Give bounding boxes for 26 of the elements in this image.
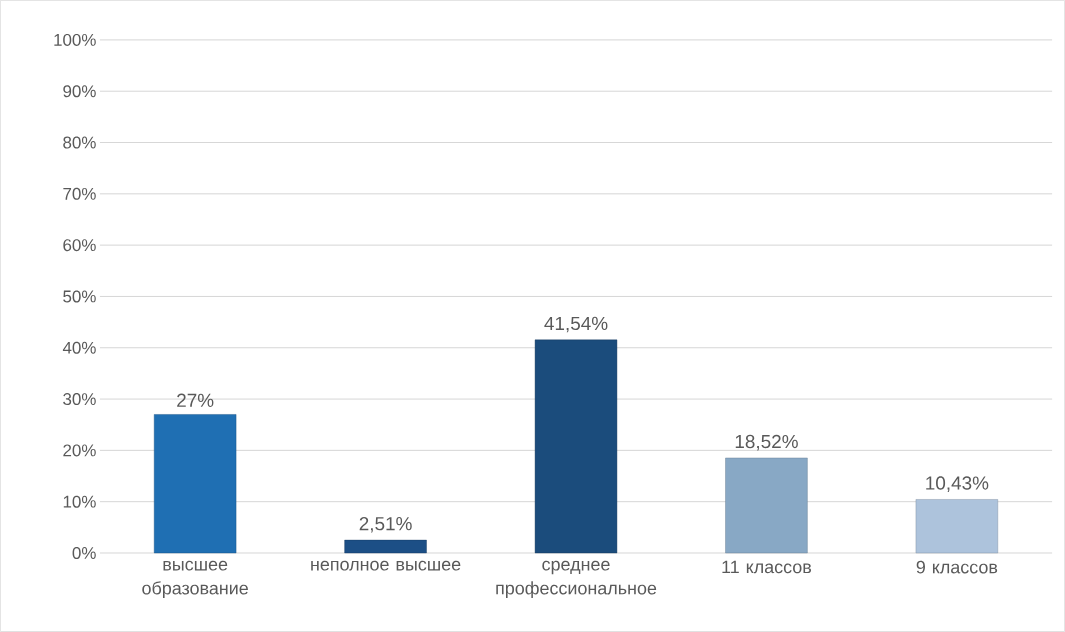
y-tick-label: 0% [72, 547, 96, 560]
bar [915, 499, 999, 554]
y-tick-label: 10% [63, 495, 96, 508]
x-tick-label: среднее профессиональное [496, 560, 657, 599]
data-label: 10,43% [926, 476, 989, 492]
data-label: 27% [177, 393, 214, 407]
x-tick-label: 11 классов [722, 560, 812, 574]
data-label: 41,54% [544, 316, 608, 333]
y-tick-label: 40% [62, 341, 96, 354]
y-tick-label: 70% [63, 187, 96, 200]
bar [725, 457, 808, 554]
y-tick-label: 100% [54, 33, 96, 46]
data-label: 2,51% [359, 517, 412, 533]
y-tick-label: 30% [63, 393, 96, 406]
y-tick-label: 80% [63, 136, 96, 149]
bar [344, 539, 427, 554]
x-tick-label: неполное высшее [311, 560, 461, 571]
y-tick-label: 20% [63, 444, 96, 457]
bar [154, 414, 237, 554]
data-label: 18,52% [735, 434, 798, 451]
bar [534, 339, 618, 554]
y-tick-label: 90% [63, 85, 96, 98]
x-tick-label: высшее образование [142, 560, 248, 599]
y-tick-label: 50% [63, 290, 96, 303]
y-tick-label: 60% [63, 239, 96, 252]
x-tick-label: 9 классов [916, 560, 998, 574]
